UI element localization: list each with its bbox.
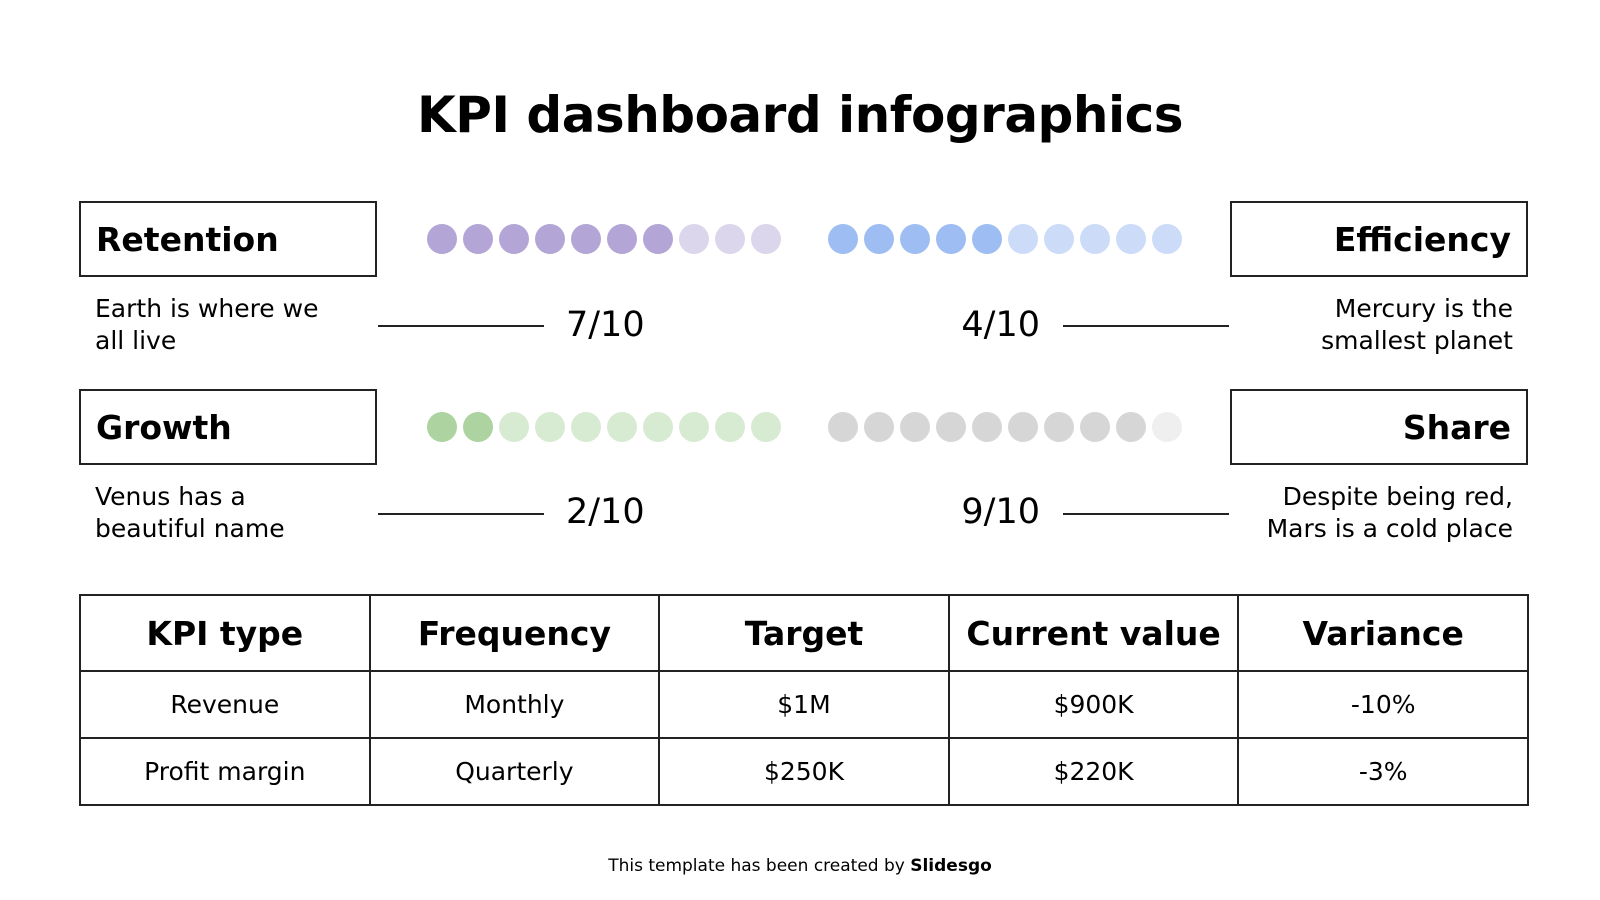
description-line: Venus has a <box>95 482 246 511</box>
rating-dot-empty <box>607 412 637 442</box>
description-line: Earth is where we <box>95 294 319 323</box>
column-header: KPI type <box>79 594 371 672</box>
rating-dot-filled <box>463 412 493 442</box>
column-header: Current value <box>947 594 1240 672</box>
rating-dot-empty <box>1080 224 1110 254</box>
rating-dot-empty <box>1116 224 1146 254</box>
rating-dot-empty <box>643 412 673 442</box>
kpi-description-retention: Earth is where we all live <box>95 293 385 357</box>
table-cell: -3% <box>1237 737 1529 806</box>
column-header: Variance <box>1237 594 1529 672</box>
kpi-description-efficiency: Mercury is the smallest planet <box>1223 293 1513 357</box>
score-growth: 2/10 <box>566 492 645 532</box>
rating-dot-filled <box>972 412 1002 442</box>
rating-dot-empty <box>679 224 709 254</box>
rating-dot-empty <box>499 412 529 442</box>
column-header: Target <box>658 594 950 672</box>
rating-dot-empty <box>1044 224 1074 254</box>
dot-rating-share <box>828 412 1182 442</box>
description-line: Despite being red, <box>1282 482 1513 511</box>
description-line: Mercury is the <box>1334 294 1513 323</box>
kpi-label-box-retention: Retention <box>79 201 377 277</box>
connector-line <box>1063 513 1229 515</box>
rating-dot-filled <box>900 224 930 254</box>
kpi-label-growth: Growth <box>96 407 232 447</box>
rating-dot-filled <box>1008 412 1038 442</box>
rating-dot-filled <box>643 224 673 254</box>
rating-dot-filled <box>535 224 565 254</box>
table-cell: $220K <box>947 737 1240 806</box>
dot-rating-growth <box>427 412 781 442</box>
rating-dot-filled <box>828 224 858 254</box>
kpi-label-box-share: Share <box>1230 389 1528 465</box>
table-cell: Revenue <box>79 670 371 739</box>
page-title: KPI dashboard infographics <box>417 86 1183 144</box>
rating-dot-filled <box>571 224 601 254</box>
table-cell: Monthly <box>368 670 661 739</box>
rating-dot-empty <box>1008 224 1038 254</box>
rating-dot-empty <box>571 412 601 442</box>
dot-rating-efficiency <box>828 224 1182 254</box>
footer-credit: This template has been created by Slides… <box>0 856 1600 876</box>
rating-dot-empty <box>679 412 709 442</box>
connector-line <box>378 325 544 327</box>
description-line: beautiful name <box>95 514 285 543</box>
kpi-description-growth: Venus has a beautiful name <box>95 481 385 545</box>
rating-dot-filled <box>427 412 457 442</box>
description-line: smallest planet <box>1321 326 1513 355</box>
table-cell: $900K <box>947 670 1240 739</box>
dot-rating-retention <box>427 224 781 254</box>
rating-dot-filled <box>972 224 1002 254</box>
rating-dot-filled <box>607 224 637 254</box>
column-header: Frequency <box>368 594 661 672</box>
footer-text: This template has been created by <box>608 856 911 876</box>
rating-dot-filled <box>936 224 966 254</box>
rating-dot-filled <box>828 412 858 442</box>
rating-dot-filled <box>864 412 894 442</box>
table-cell: $250K <box>658 737 950 806</box>
kpi-table: KPI type Frequency Target Current value … <box>79 594 1529 806</box>
footer-brand[interactable]: Slidesgo <box>910 856 992 876</box>
rating-dot-filled <box>1044 412 1074 442</box>
table-cell: Quarterly <box>368 737 661 806</box>
rating-dot-empty <box>535 412 565 442</box>
rating-dot-empty <box>715 412 745 442</box>
table-row: Profit margin Quarterly $250K $220K -3% <box>79 737 1529 806</box>
kpi-label-retention: Retention <box>96 219 279 259</box>
rating-dot-empty <box>751 224 781 254</box>
description-line: Mars is a cold place <box>1266 514 1513 543</box>
kpi-label-box-efficiency: Efficiency <box>1230 201 1528 277</box>
rating-dot-empty <box>715 224 745 254</box>
kpi-label-box-growth: Growth <box>79 389 377 465</box>
description-line: all live <box>95 326 177 355</box>
rating-dot-filled <box>864 224 894 254</box>
rating-dot-filled <box>1080 412 1110 442</box>
table-cell: $1M <box>658 670 950 739</box>
rating-dot-filled <box>427 224 457 254</box>
score-share: 9/10 <box>961 492 1040 532</box>
connector-line <box>378 513 544 515</box>
kpi-description-share: Despite being red, Mars is a cold place <box>1223 481 1513 545</box>
rating-dot-empty <box>751 412 781 442</box>
rating-dot-filled <box>1116 412 1146 442</box>
rating-dot-filled <box>900 412 930 442</box>
kpi-label-share: Share <box>1402 407 1511 447</box>
rating-dot-filled <box>463 224 493 254</box>
connector-line <box>1063 325 1229 327</box>
kpi-label-efficiency: Efficiency <box>1333 219 1511 259</box>
table-cell: Profit margin <box>79 737 371 806</box>
table-cell: -10% <box>1237 670 1529 739</box>
table-header-row: KPI type Frequency Target Current value … <box>79 594 1529 672</box>
score-retention: 7/10 <box>566 305 645 345</box>
table-row: Revenue Monthly $1M $900K -10% <box>79 670 1529 739</box>
rating-dot-filled <box>936 412 966 442</box>
score-efficiency: 4/10 <box>961 305 1040 345</box>
rating-dot-empty <box>1152 224 1182 254</box>
rating-dot-filled <box>499 224 529 254</box>
rating-dot-empty <box>1152 412 1182 442</box>
